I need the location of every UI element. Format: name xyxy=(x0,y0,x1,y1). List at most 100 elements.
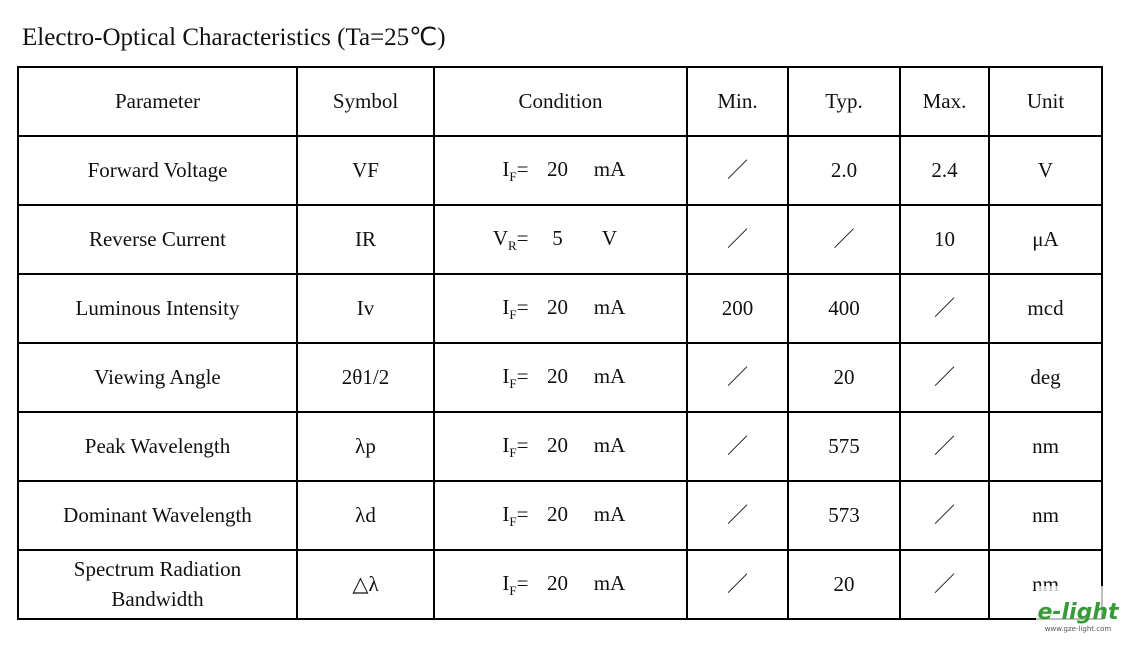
parameter-cell: Viewing Angle xyxy=(17,342,298,413)
max-cell: 2.4 xyxy=(899,135,990,206)
header-cell: Parameter xyxy=(17,66,298,137)
min-cell: 200 xyxy=(686,273,789,344)
max-cell: ／ xyxy=(899,273,990,344)
max-cell: ／ xyxy=(899,549,990,620)
parameter-cell: Spectrum Radiation Bandwidth xyxy=(17,549,298,620)
condition-symbol: V xyxy=(492,225,508,250)
typ-cell: 575 xyxy=(787,411,901,482)
condition-cell: IF= 20 mA xyxy=(433,135,688,206)
condition-unit: mA xyxy=(593,501,626,526)
condition-var: VR= xyxy=(489,224,529,255)
condition-unit: mA xyxy=(593,294,626,319)
data-row: Peak Wavelength λp IF= 20 mA ／ 575 ／ nm xyxy=(17,411,1103,482)
typ-cell: 2.0 xyxy=(787,135,901,206)
min-cell: ／ xyxy=(686,549,789,620)
watermark: e-light www.gze-light.com xyxy=(1036,586,1120,646)
data-row: Forward Voltage VF IF= 20 mA ／ 2.0 2.4 V xyxy=(17,135,1103,206)
condition-eq: = xyxy=(516,570,529,595)
parameter: Forward Voltage xyxy=(87,157,228,182)
condition: IF= 20 mA xyxy=(489,431,633,462)
watermark-logo: e-light xyxy=(1037,600,1119,625)
condition-subscript: R xyxy=(507,238,517,253)
condition: IF= 20 mA xyxy=(489,500,633,531)
condition-eq: = xyxy=(516,363,529,388)
condition-symbol: I xyxy=(502,294,510,319)
unit-cell: V xyxy=(988,135,1103,206)
parameter-cell: Peak Wavelength xyxy=(17,411,298,482)
parameter: Reverse Current xyxy=(88,226,227,251)
condition-var: IF= xyxy=(489,293,529,324)
condition-eq: = xyxy=(516,225,529,250)
header-cell: Symbol xyxy=(296,66,435,137)
condition-value: 20 xyxy=(547,570,568,595)
unit-cell: μA xyxy=(988,204,1103,275)
typ-cell: 20 xyxy=(787,549,901,620)
condition-eq: = xyxy=(516,294,529,319)
parameter: Dominant Wavelength xyxy=(63,502,252,527)
parameter: Luminous Intensity xyxy=(75,295,240,320)
condition-var: IF= xyxy=(489,362,529,393)
max-cell: ／ xyxy=(899,342,990,413)
typ-cell: ／ xyxy=(787,204,901,275)
parameter-cell: Reverse Current xyxy=(17,204,298,275)
symbol-cell: IR xyxy=(296,204,435,275)
spec-table: Parameter Symbol Condition Min. Typ. Max. Unit… xyxy=(17,66,1103,620)
condition-value: 20 xyxy=(547,432,568,457)
condition-cell: IF= 20 mA xyxy=(433,480,688,551)
data-row: Reverse Current IR VR= 5 V ／／ 10 μA xyxy=(17,204,1103,275)
condition-symbol: I xyxy=(502,363,510,388)
condition-symbol: I xyxy=(502,156,510,181)
min-cell: ／ xyxy=(686,411,789,482)
min-cell: ／ xyxy=(686,480,789,551)
data-row: Dominant Wavelength λd IF= 20 mA ／ 573 ／ nm xyxy=(17,480,1103,551)
header-cell: Condition xyxy=(433,66,688,137)
condition: IF= 20 mA xyxy=(489,293,633,324)
min-cell: ／ xyxy=(686,135,789,206)
condition-var: IF= xyxy=(489,500,529,531)
header-cell: Typ. xyxy=(787,66,901,137)
condition-subscript: F xyxy=(509,445,517,460)
condition: IF= 20 mA xyxy=(489,155,633,186)
condition-subscript: F xyxy=(509,307,517,322)
condition-eq: = xyxy=(516,432,529,457)
condition-unit: mA xyxy=(593,570,626,595)
condition-symbol: I xyxy=(502,501,510,526)
min-cell: ／ xyxy=(686,342,789,413)
min-cell: ／ xyxy=(686,204,789,275)
symbol-cell: △λ xyxy=(296,549,435,620)
condition: VR= 5 V xyxy=(489,224,633,255)
condition-cell: IF= 20 mA xyxy=(433,549,688,620)
parameter: Spectrum Radiation Bandwidth xyxy=(73,557,242,611)
condition-unit: mA xyxy=(593,156,626,181)
max-cell: 10 xyxy=(899,204,990,275)
typ-cell: 400 xyxy=(787,273,901,344)
condition-subscript: F xyxy=(509,376,517,391)
condition-unit: mA xyxy=(593,363,626,388)
unit-cell: mcd xyxy=(988,273,1103,344)
condition-value: 20 xyxy=(547,294,568,319)
parameter: Viewing Angle xyxy=(94,364,221,389)
symbol-cell: 2θ1/2 xyxy=(296,342,435,413)
header-cell: Max. xyxy=(899,66,990,137)
condition-cell: IF= 20 mA xyxy=(433,411,688,482)
parameter-cell: Dominant Wavelength xyxy=(17,480,298,551)
condition-eq: = xyxy=(516,501,529,526)
condition-subscript: F xyxy=(509,169,517,184)
symbol-cell: λd xyxy=(296,480,435,551)
max-cell: ／ xyxy=(899,480,990,551)
symbol-cell: λp xyxy=(296,411,435,482)
condition-cell: IF= 20 mA xyxy=(433,342,688,413)
data-row: Viewing Angle 2θ1/2 IF= 20 mA ／ 20 ／ deg xyxy=(17,342,1103,413)
condition-unit: V xyxy=(601,225,618,250)
condition-value: 20 xyxy=(547,501,568,526)
condition-value: 20 xyxy=(547,156,568,181)
unit-cell: nm xyxy=(988,411,1103,482)
title: Electro-Optical Characteristics (Ta=25℃) xyxy=(22,24,446,51)
condition-var: IF= xyxy=(489,155,528,186)
condition-value: 5 xyxy=(552,225,563,250)
condition-var: IF= xyxy=(489,569,529,600)
parameter-cell: Luminous Intensity xyxy=(17,273,298,344)
condition-unit: mA xyxy=(593,432,626,457)
condition-cell: IF= 20 mA xyxy=(433,273,688,344)
symbol-cell: VF xyxy=(296,135,435,206)
